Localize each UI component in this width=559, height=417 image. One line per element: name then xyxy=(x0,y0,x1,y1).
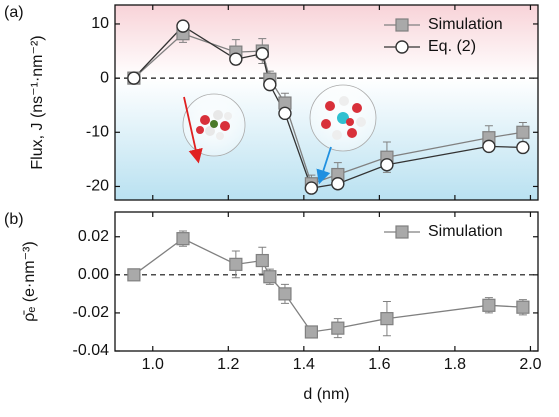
legend-marker xyxy=(395,225,409,239)
data-point xyxy=(127,268,141,282)
data-point xyxy=(127,71,141,85)
data-point xyxy=(229,52,243,66)
data-point xyxy=(516,300,530,314)
data-point xyxy=(331,177,345,191)
data-point xyxy=(255,253,269,268)
legend-marker xyxy=(395,40,409,54)
y-tick-label: -10 xyxy=(86,124,109,141)
panel-label: (a) xyxy=(4,4,24,21)
data-point xyxy=(482,139,496,154)
data-point xyxy=(482,298,496,312)
y-tick-label: 0.00 xyxy=(78,266,109,283)
panel-label: (b) xyxy=(4,211,24,228)
legend-marker xyxy=(395,18,409,32)
y-tick-label: 0.02 xyxy=(78,228,109,245)
x-axis-label: d (nm) xyxy=(303,386,349,403)
data-point xyxy=(380,158,394,172)
plot-frame xyxy=(114,4,539,201)
data-point xyxy=(516,140,530,155)
y-axis-label: ρ̄ₑ (e·nm⁻³) xyxy=(21,241,38,321)
legend-label: Simulation xyxy=(428,223,503,240)
x-tick-label: 2.0 xyxy=(519,356,541,373)
data-point xyxy=(176,232,190,246)
data-point xyxy=(176,19,190,33)
inset-small xyxy=(182,93,246,157)
x-tick-label: 1.4 xyxy=(293,356,315,373)
x-tick-label: 1.8 xyxy=(444,356,466,373)
y-tick-label: -0.02 xyxy=(73,304,110,321)
y-tick-label: 10 xyxy=(91,15,109,32)
inset-large xyxy=(309,84,377,152)
arrow-blue xyxy=(316,146,332,185)
data-point xyxy=(255,47,269,61)
arrow-red xyxy=(183,96,203,164)
data-point xyxy=(516,125,530,139)
legend-label: Simulation xyxy=(428,16,503,33)
data-point xyxy=(304,181,319,195)
y-axis-label: Flux, J (ns⁻¹·nm⁻²) xyxy=(29,35,46,169)
data-point xyxy=(263,270,277,284)
y-tick-label: -20 xyxy=(86,178,109,195)
data-point xyxy=(304,325,318,339)
series-line xyxy=(133,237,523,333)
y-tick-label: 0 xyxy=(100,69,109,86)
y-tick-label: -0.04 xyxy=(73,342,110,359)
data-point xyxy=(229,257,243,271)
data-point xyxy=(278,287,292,301)
x-tick-label: 1.6 xyxy=(368,356,390,373)
plot-frame xyxy=(114,211,539,352)
x-tick-label: 1.0 xyxy=(142,356,164,373)
data-point xyxy=(380,312,394,326)
data-point xyxy=(331,321,345,335)
x-tick-label: 1.2 xyxy=(217,356,239,373)
data-point xyxy=(263,77,277,92)
legend-label: Eq. (2) xyxy=(428,38,476,55)
data-point xyxy=(278,106,292,121)
